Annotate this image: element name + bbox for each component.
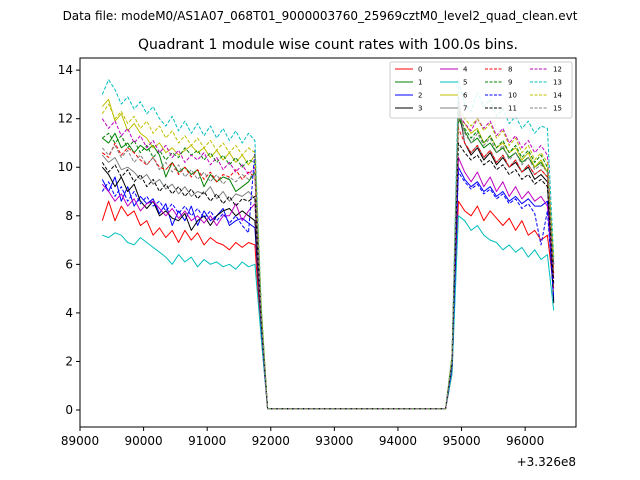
x-tick-label: 94000 xyxy=(379,434,417,448)
legend-label-10: 10 xyxy=(508,92,517,100)
x-tick-label: 92000 xyxy=(252,434,290,448)
chart-title: Quadrant 1 module wise count rates with … xyxy=(138,37,518,53)
series-line-6 xyxy=(101,98,555,410)
series-line-5 xyxy=(102,215,555,410)
y-tick-label: 6 xyxy=(65,257,73,271)
x-tick-label: 90000 xyxy=(124,434,162,448)
series-line-9 xyxy=(101,115,555,410)
legend-box xyxy=(389,61,573,119)
axes-ticks: 89000 90000 91000 92000 93000 94000 95000 96000… xyxy=(58,63,545,448)
legend-label-4: 4 xyxy=(463,66,468,74)
series-line-0 xyxy=(101,200,555,410)
x-tick-label: 91000 xyxy=(188,434,226,448)
legend-label-0: 0 xyxy=(418,66,422,74)
series-line-10 xyxy=(101,149,555,410)
series-line-13 xyxy=(101,79,555,410)
legend-label-9: 9 xyxy=(508,79,512,87)
legend-label-13: 13 xyxy=(553,79,562,87)
legend-label-1: 1 xyxy=(418,79,422,87)
legend-label-15: 15 xyxy=(553,105,562,113)
series-line-3 xyxy=(101,106,555,410)
legend-label-14: 14 xyxy=(553,92,562,100)
x-tick-label: 96000 xyxy=(506,434,544,448)
legend-label-12: 12 xyxy=(553,66,562,74)
y-tick-label: 0 xyxy=(65,403,73,417)
series-line-11 xyxy=(101,142,555,410)
y-tick-label: 10 xyxy=(58,160,73,174)
series-line-12 xyxy=(101,113,555,410)
x-offset-label: +3.326e8 xyxy=(517,455,576,469)
plot-lines xyxy=(101,79,555,410)
legend-label-2: 2 xyxy=(418,92,422,100)
y-tick-label: 8 xyxy=(65,209,73,223)
legend-label-8: 8 xyxy=(508,66,512,74)
x-tick-label: 95000 xyxy=(442,434,480,448)
legend-label-5: 5 xyxy=(463,79,467,87)
y-tick-label: 12 xyxy=(58,112,73,126)
legend-label-3: 3 xyxy=(418,105,422,113)
series-line-14 xyxy=(101,103,555,410)
figure-suptitle: Data file: modeM0/AS1A07_068T01_90000037… xyxy=(63,9,578,23)
y-tick-label: 14 xyxy=(58,63,73,77)
x-tick-label: 89000 xyxy=(61,434,99,448)
legend-label-6: 6 xyxy=(463,92,468,100)
series-line-15 xyxy=(101,110,555,410)
axes-frame xyxy=(79,57,577,428)
x-tick-label: 93000 xyxy=(315,434,353,448)
y-tick-label: 2 xyxy=(65,354,73,368)
legend-label-11: 11 xyxy=(508,105,517,113)
y-tick-label: 4 xyxy=(65,306,73,320)
series-line-4 xyxy=(101,157,555,410)
legend-label-7: 7 xyxy=(463,105,467,113)
series-line-8 xyxy=(101,127,555,410)
